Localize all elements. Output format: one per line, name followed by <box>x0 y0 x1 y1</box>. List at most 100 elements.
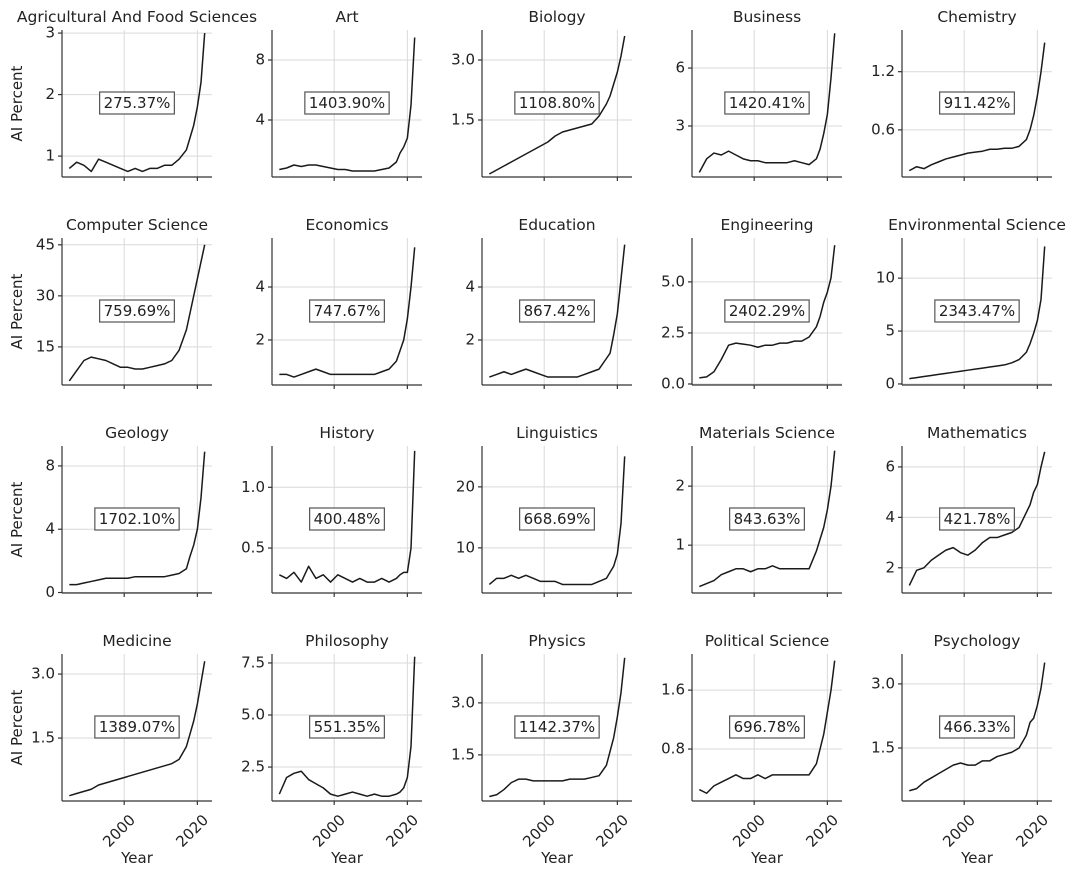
y-tick-label: 6 <box>885 457 895 475</box>
panel-title: Computer Science <box>66 216 208 234</box>
y-tick-label: 1.0 <box>241 478 265 496</box>
data-line <box>699 245 836 379</box>
x-axis-label: Year <box>960 849 994 867</box>
data-line <box>69 451 206 586</box>
data-line <box>278 450 416 583</box>
x-tick-label: 2000 <box>939 811 979 851</box>
y-tick-label: 0.8 <box>661 740 685 758</box>
data-line <box>488 35 626 175</box>
y-tick-label: 2 <box>255 330 265 348</box>
panel: Biology 1.5 3.0 1108.80% <box>451 8 632 181</box>
annotation: 2402.29% <box>729 302 805 320</box>
y-tick-label: 5.0 <box>661 272 685 290</box>
annotation: 1389.07% <box>99 718 175 736</box>
y-tick-label: 30 <box>36 286 55 304</box>
data-line <box>698 660 836 795</box>
y-axis-label: AI Percent <box>8 65 26 141</box>
y-tick-label: 3.0 <box>451 51 475 69</box>
annotation-box <box>309 715 385 739</box>
panel-title: Economics <box>305 216 388 234</box>
annotation: 843.63% <box>734 510 801 528</box>
x-axis-label: Year <box>120 849 154 867</box>
panel-title: Materials Science <box>699 424 835 442</box>
data-line <box>68 244 206 382</box>
x-tick-label: 2020 <box>172 811 212 851</box>
annotation: 275.37% <box>104 94 171 112</box>
y-tick-label: 1.6 <box>661 681 685 699</box>
y-tick-label: 4 <box>255 278 265 296</box>
data-line <box>909 662 1046 792</box>
panel-title: Business <box>733 8 801 26</box>
data-line <box>278 656 416 797</box>
y-tick-label: 7.5 <box>241 653 265 671</box>
y-tick-label: 20 <box>456 477 475 495</box>
annotation: 1108.80% <box>519 94 595 112</box>
y-tick-label: 10 <box>456 538 475 556</box>
y-tick-label: 45 <box>36 235 55 253</box>
panel-title: Linguistics <box>516 424 598 442</box>
y-tick-label: 1 <box>45 147 55 165</box>
x-tick-label: 2000 <box>729 811 769 851</box>
y-tick-label: 4 <box>885 508 895 526</box>
annotation-box <box>99 91 175 115</box>
y-tick-label: 0.5 <box>241 539 265 557</box>
y-tick-label: 0.6 <box>871 120 895 138</box>
panel-title: Physics <box>528 632 585 650</box>
annotation-box <box>724 91 810 115</box>
x-axis-label: Year <box>330 849 364 867</box>
annotation-box <box>309 507 385 531</box>
y-tick-label: 0.0 <box>661 374 685 392</box>
x-axis-label: Year <box>540 849 574 867</box>
y-tick-label: 8 <box>255 51 265 69</box>
y-tick-label: 1 <box>675 536 685 554</box>
annotation-box <box>729 715 805 739</box>
data-line <box>699 450 836 588</box>
annotation-box <box>514 715 600 739</box>
x-tick-label: 2020 <box>802 811 842 851</box>
y-tick-label: 4 <box>465 278 475 296</box>
annotation-box <box>724 299 810 323</box>
panel: Psychology 2000 2020 1.5 3.0 466.33% Year <box>871 632 1052 867</box>
data-line <box>489 657 626 798</box>
panel-title: Psychology <box>934 632 1021 650</box>
y-axis-label: AI Percent <box>8 689 26 765</box>
panel: History 0.5 1.0 400.48% <box>241 424 422 597</box>
panel: Art 4 8 1403.90% <box>255 8 422 181</box>
annotation: 1420.41% <box>729 94 805 112</box>
panel-title: Environmental Science <box>888 216 1066 234</box>
x-tick-label: 2020 <box>592 811 632 851</box>
y-tick-label: 2.5 <box>661 323 685 341</box>
y-tick-label: 15 <box>36 337 55 355</box>
panel: Education 2 4 867.42% <box>465 216 632 389</box>
data-line <box>909 246 1046 380</box>
y-tick-label: 6 <box>675 59 685 77</box>
panel: Political Science 2000 2020 0.8 1.6 696.78% Ye… <box>661 632 842 867</box>
x-tick-label: 2020 <box>1012 811 1052 851</box>
panel: Chemistry 0.6 1.2 911.42% <box>871 8 1052 181</box>
panel-title: Agricultural And Food Sciences <box>17 8 257 26</box>
panel: Computer Science 15 30 45 759.69% AI Percent <box>8 216 212 389</box>
y-tick-label: 2 <box>675 477 685 495</box>
annotation: 1142.37% <box>519 718 595 736</box>
y-tick-label: 0 <box>885 374 895 392</box>
data-line <box>68 33 206 173</box>
annotation-box <box>304 91 390 115</box>
panel: Materials Science 1 2 843.63% <box>675 424 842 597</box>
x-tick-label: 2000 <box>519 811 559 851</box>
panel-title: Mathematics <box>927 424 1027 442</box>
annotation: 551.35% <box>314 718 381 736</box>
panel: Philosophy 2000 2020 2.5 5.0 7.5 551.35% Year <box>241 632 422 867</box>
panel: Linguistics 10 20 668.69% <box>456 424 632 597</box>
data-line <box>69 661 206 797</box>
annotation-box <box>729 507 805 531</box>
y-tick-label: 1.2 <box>871 62 895 80</box>
data-line <box>698 33 836 173</box>
y-tick-label: 3 <box>675 117 685 135</box>
y-tick-label: 3.0 <box>451 693 475 711</box>
annotation-box <box>94 715 180 739</box>
panel: Environmental Science 0 5 10 2343.47% <box>876 216 1066 392</box>
y-tick-label: 10 <box>876 269 895 287</box>
panel-title: Political Science <box>705 632 830 650</box>
y-tick-label: 1.5 <box>451 111 475 129</box>
panel-title: Philosophy <box>305 632 389 650</box>
